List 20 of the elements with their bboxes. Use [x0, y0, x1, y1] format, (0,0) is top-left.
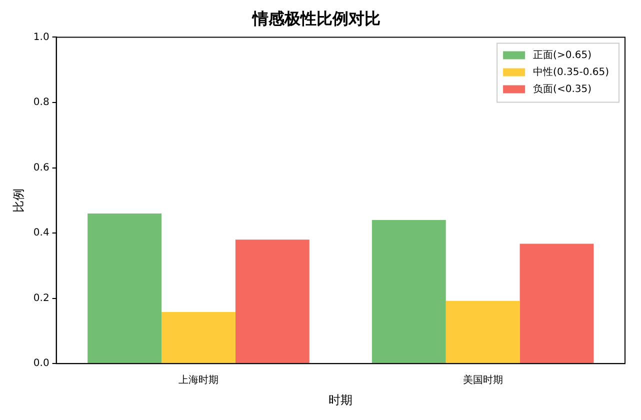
legend-label: 中性(0.35-0.65) [533, 66, 610, 78]
chart-title: 情感极性比例对比 [252, 8, 380, 28]
y-tick-label: 0.4 [33, 228, 50, 239]
y-tick-label: 0.6 [33, 162, 50, 174]
x-axis-title: 时期 [328, 392, 353, 407]
x-tick-label: 美国时期 [462, 374, 503, 386]
y-tick-label: 0.2 [33, 292, 50, 304]
legend-label: 正面(>0.65) [533, 50, 592, 61]
bar [372, 220, 446, 364]
x-tick-label: 上海时期 [178, 374, 218, 386]
legend-label: 负面(<0.35) [533, 82, 592, 95]
y-tick-label: 1.0 [33, 32, 50, 43]
bar [520, 244, 594, 364]
bar [162, 312, 236, 364]
y-tick-label: 0.0 [33, 358, 50, 370]
bar [88, 213, 162, 364]
y-tick-label: 0.8 [33, 97, 50, 108]
bar [235, 240, 310, 364]
y-axis-title: 比例 [11, 188, 26, 212]
bar [446, 300, 520, 364]
